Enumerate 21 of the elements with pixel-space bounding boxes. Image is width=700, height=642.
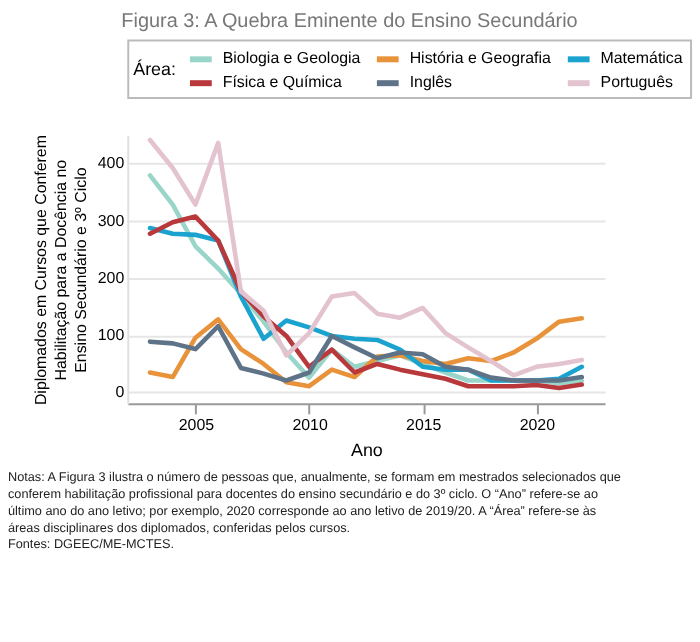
y-tick-label: 100 <box>97 325 126 344</box>
legend-label: Matemática <box>600 49 684 68</box>
line-series <box>147 173 585 386</box>
legend-label: Inglês <box>409 73 453 92</box>
x-tick-label: 2010 <box>292 416 329 435</box>
x-tick-label: 2005 <box>178 416 216 435</box>
chart-title: Figura 3: A Quebra Eminente do Ensino Secundário <box>121 10 579 33</box>
legend-title: Área: <box>133 59 176 80</box>
y-tick-label: 400 <box>97 154 126 173</box>
legend-label: Português <box>600 73 673 92</box>
x-axis-title: Ano <box>351 440 383 461</box>
legend-label: História e Geografia <box>409 49 553 68</box>
legend-label: Física e Química <box>222 73 343 92</box>
y-axis-title: Diplomados em Cursos que Conferem Habilitação para a Docência no Ensino Secundário e 3º Ciclo <box>32 134 90 406</box>
legend-label: Biologia e Geologia <box>222 49 362 68</box>
line-series <box>147 137 585 378</box>
y-tick-label: 0 <box>115 382 126 401</box>
y-tick-label: 200 <box>97 268 126 287</box>
y-tick-label: 300 <box>97 211 126 230</box>
x-tick-label: 2015 <box>406 416 443 435</box>
x-tick-label: 2020 <box>519 416 557 435</box>
